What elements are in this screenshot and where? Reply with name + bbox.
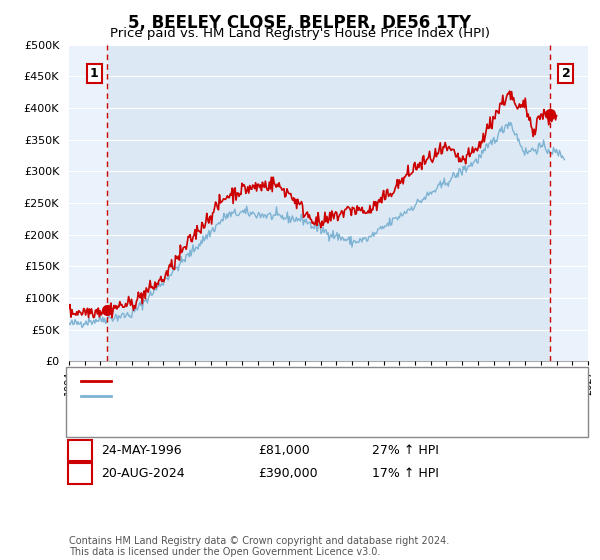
Text: £81,000: £81,000 — [258, 444, 310, 458]
Text: HPI: Average price, detached house, Amber Valley: HPI: Average price, detached house, Ambe… — [116, 389, 412, 403]
Text: 24-MAY-1996: 24-MAY-1996 — [101, 444, 181, 458]
Text: 1: 1 — [76, 444, 84, 458]
Text: 5, BEELEY CLOSE, BELPER, DE56 1TY: 5, BEELEY CLOSE, BELPER, DE56 1TY — [128, 14, 472, 32]
Text: Price paid vs. HM Land Registry's House Price Index (HPI): Price paid vs. HM Land Registry's House … — [110, 27, 490, 40]
Text: 20-AUG-2024: 20-AUG-2024 — [101, 466, 184, 480]
Text: 2: 2 — [562, 67, 571, 80]
Bar — [69, 45, 107, 361]
Text: 5, BEELEY CLOSE, BELPER, DE56 1TY (detached house): 5, BEELEY CLOSE, BELPER, DE56 1TY (detac… — [116, 374, 441, 388]
Text: 2: 2 — [76, 466, 84, 480]
Text: 1: 1 — [90, 67, 98, 80]
Bar — [550, 45, 588, 361]
Text: Contains HM Land Registry data © Crown copyright and database right 2024.
This d: Contains HM Land Registry data © Crown c… — [69, 535, 449, 557]
Text: 17% ↑ HPI: 17% ↑ HPI — [372, 466, 439, 480]
Text: £390,000: £390,000 — [258, 466, 317, 480]
Text: 27% ↑ HPI: 27% ↑ HPI — [372, 444, 439, 458]
